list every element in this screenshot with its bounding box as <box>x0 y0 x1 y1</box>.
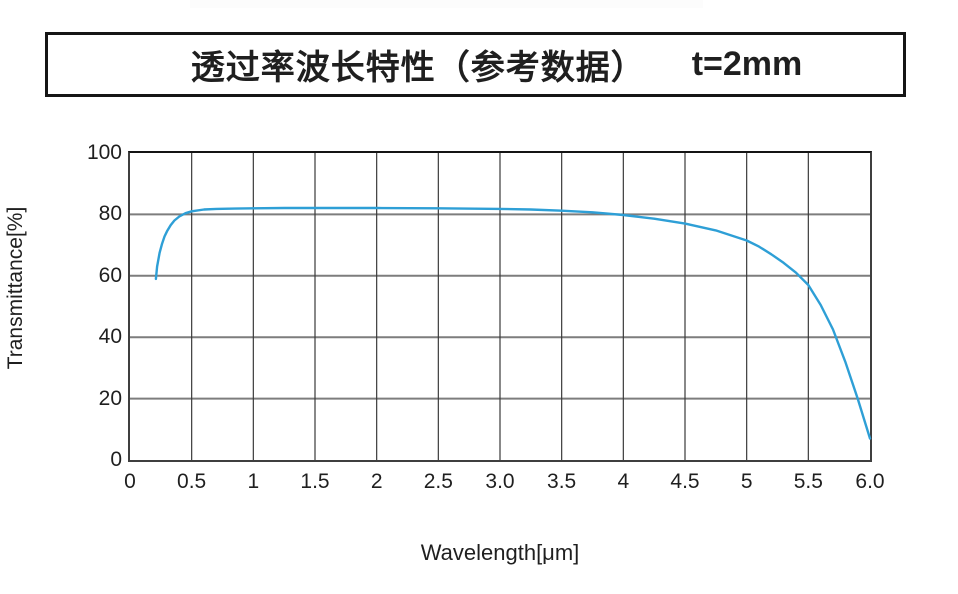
x-tick-label: 2 <box>370 470 383 493</box>
y-axis-ticks: 0 20 40 60 80 100 <box>0 141 122 471</box>
x-tick-label: 2.5 <box>423 470 453 493</box>
x-tick-label: 1.5 <box>300 470 330 493</box>
top-edge-artifact <box>190 0 703 8</box>
x-tick-label: 4.5 <box>670 470 700 493</box>
transmittance-chart: Transmittance[%] 0 20 40 60 80 100 0 0.5 1 1.5 2 2… <box>0 120 958 594</box>
x-tick-label: 0.5 <box>177 470 207 493</box>
x-axis-ticks: 0 0.5 1 1.5 2 2.5 3.0 3.5 4 4.5 5 5.5 6.0 <box>124 470 884 498</box>
x-tick-label: 3.5 <box>547 470 577 493</box>
x-tick-label: 0 <box>124 470 136 493</box>
transmittance-curve <box>154 206 872 440</box>
y-tick-label: 60 <box>98 263 122 287</box>
plot-area <box>128 151 872 462</box>
y-tick-label: 20 <box>98 386 122 410</box>
x-tick-label: 3.0 <box>485 470 515 493</box>
x-tick-label: 6.0 <box>855 470 885 493</box>
x-tick-label: 4 <box>617 470 630 493</box>
chart-title-text: 透过率波长特性（参考数据） <box>190 49 646 87</box>
x-tick-label: 5 <box>740 470 753 493</box>
y-tick-label: 40 <box>98 325 122 349</box>
y-tick-label: 80 <box>98 202 122 226</box>
x-axis-label: Wavelength[μm] <box>420 540 580 565</box>
y-tick-label: 100 <box>86 141 122 164</box>
x-tick-label: 1 <box>247 470 260 493</box>
y-tick-label: 0 <box>110 448 122 471</box>
x-tick-label: 5.5 <box>793 470 823 493</box>
chart-title-box: 透过率波长特性（参考数据） t=2mm <box>45 32 906 97</box>
chart-title-thickness: t=2mm <box>691 45 803 83</box>
plot-svg <box>130 153 872 460</box>
